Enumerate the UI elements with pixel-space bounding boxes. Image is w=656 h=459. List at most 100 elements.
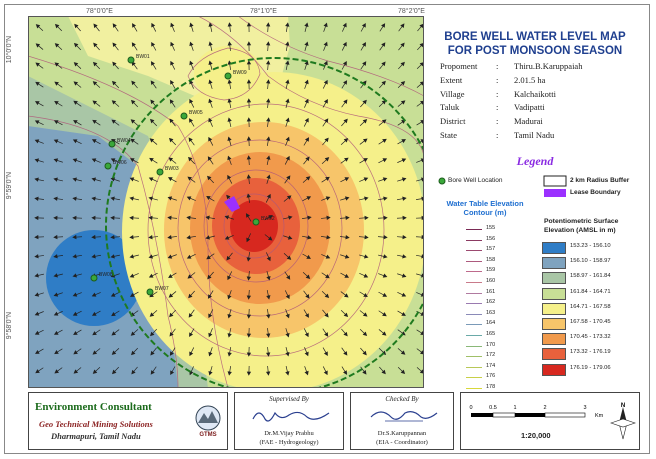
scale-tick: 3 (583, 405, 586, 411)
bore-well-marker (224, 72, 232, 80)
logo-text: GTMS (199, 432, 216, 438)
info-val: Kalchaikotti (514, 88, 557, 99)
flow-arrow (169, 137, 177, 146)
flow-arrow (34, 196, 45, 201)
flow-arrow (54, 23, 63, 32)
flow-arrow (150, 328, 157, 337)
flow-arrow (284, 155, 290, 165)
flow-arrow (53, 158, 63, 163)
flow-arrow (129, 215, 140, 221)
flow-arrow (35, 24, 44, 31)
flow-arrow (321, 272, 330, 279)
flow-arrow (169, 347, 176, 356)
flow-arrow (341, 118, 348, 127)
flow-arrow (246, 327, 252, 338)
flow-arrow (110, 234, 121, 240)
flow-arrow (150, 61, 157, 70)
flow-arrow (285, 347, 290, 357)
flow-arrow (379, 42, 386, 51)
flow-arrow (397, 196, 407, 201)
contour-value: 157 (486, 246, 496, 253)
flow-arrow (54, 62, 63, 69)
flow-arrow (397, 292, 407, 297)
flow-arrow (341, 328, 348, 337)
contour-value: 164 (486, 320, 496, 327)
flow-arrow (54, 81, 63, 88)
flow-arrow (360, 366, 367, 375)
contour-line-swatch (466, 366, 482, 368)
flow-arrow (208, 22, 213, 32)
flow-arrow (246, 117, 252, 128)
flow-arrow (340, 196, 350, 201)
flow-arrow (129, 158, 139, 164)
flow-arrow (35, 43, 44, 50)
flow-arrow (341, 80, 348, 89)
bore-well-label: BW08 (99, 272, 113, 278)
flow-arrow (54, 348, 63, 355)
flow-arrow (360, 347, 367, 356)
north-arrow-icon: N (610, 403, 636, 440)
lease-legend-icon (544, 189, 566, 197)
flow-arrow (285, 328, 290, 338)
flow-arrow (417, 42, 424, 51)
flow-arrow (207, 156, 214, 165)
flow-arrow (91, 215, 102, 221)
flow-arrow (379, 80, 386, 89)
flow-arrow (188, 309, 195, 318)
flow-arrow (339, 235, 350, 240)
gtms-logo-icon: GTMS (195, 405, 221, 438)
footer: Environment Consultant Geo Technical Min… (28, 392, 640, 450)
flow-arrow (188, 156, 196, 165)
water-table-title: Water Table Elevation Contour (m) (430, 199, 540, 217)
contour-legend-item: 155 (466, 224, 546, 235)
bore-well-marker (104, 162, 112, 170)
map-title: BORE WELL WATER LEVEL MAP FOR POST MONSO… (430, 30, 640, 58)
flow-arrow (359, 177, 369, 182)
flow-arrow (91, 177, 101, 182)
flow-arrow (246, 193, 251, 203)
flow-arrow (170, 41, 175, 51)
flow-arrow (396, 234, 407, 240)
flow-arrow (34, 158, 44, 163)
flow-arrow (264, 234, 273, 241)
flow-arrow (186, 215, 197, 220)
flow-arrow (131, 366, 138, 375)
color-swatch (542, 317, 566, 330)
flow-arrow (188, 137, 195, 146)
flow-arrow (189, 347, 195, 357)
flow-arrow (285, 22, 290, 33)
scale-unit: Km (595, 413, 604, 419)
contour-line-swatch (466, 281, 482, 283)
flow-arrow (206, 195, 215, 202)
info-row: Extent:2.01.5 ha (440, 74, 636, 88)
flow-arrow (378, 177, 388, 182)
potentiometric-legend-item: 156.10 - 158.97 (542, 255, 638, 270)
scale-bar: 0 0.5 1 2 3 Km (469, 405, 604, 419)
color-swatch (542, 348, 566, 361)
flow-arrow (110, 215, 121, 221)
contour-legend-item: 174 (466, 362, 546, 373)
flow-arrow (131, 42, 138, 51)
flow-arrow (227, 79, 232, 90)
flow-arrow (303, 117, 309, 127)
flow-arrow (320, 235, 331, 240)
scale-tick: 2 (543, 405, 546, 411)
color-swatch (542, 287, 566, 300)
flow-arrow (264, 215, 273, 221)
flow-arrow (321, 254, 331, 259)
flow-arrow (303, 290, 310, 299)
info-val: Thiru.B.Karuppaiah (514, 61, 583, 71)
flow-arrow (302, 272, 311, 279)
flow-arrow (53, 311, 63, 316)
coord-top-3: 78°2'0"E (398, 8, 425, 15)
contour-line-swatch (466, 271, 482, 273)
color-swatch (542, 242, 566, 254)
flow-arrow (35, 101, 44, 107)
flow-arrow (224, 215, 234, 220)
flow-arrow (72, 234, 83, 240)
flow-arrow (266, 346, 271, 357)
range-label: 156.10 - 158.97 (570, 258, 611, 265)
flow-arrow (302, 196, 312, 202)
legend-buffer-label: 2 km Radius Buffer (570, 177, 630, 184)
flow-arrow (206, 253, 215, 260)
